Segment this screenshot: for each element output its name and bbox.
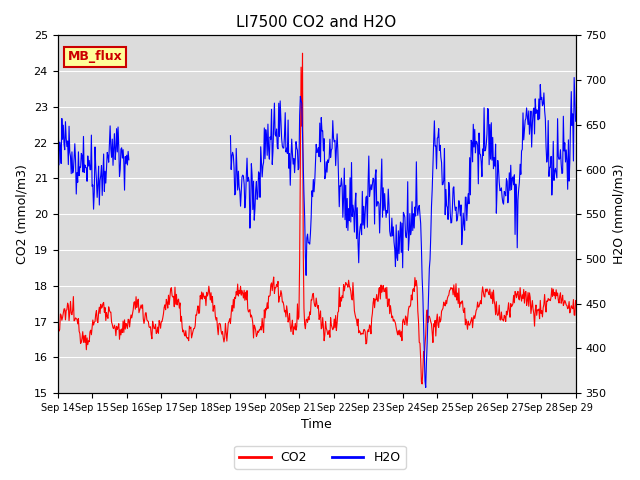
Y-axis label: CO2 (mmol/m3): CO2 (mmol/m3) — [15, 164, 28, 264]
H2O — [54, 168, 61, 174]
Y-axis label: H2O (mmol/m3): H2O (mmol/m3) — [612, 164, 625, 264]
CO2 — [116, 327, 124, 333]
H2O — [396, 251, 403, 256]
Title: LI7500 CO2 and H2O: LI7500 CO2 and H2O — [236, 15, 397, 30]
CO2 — [380, 289, 388, 295]
CO2 — [63, 307, 71, 312]
Line: H2O: H2O — [58, 78, 575, 387]
H2O — [380, 207, 388, 213]
CO2 — [572, 298, 579, 303]
CO2 — [169, 294, 177, 300]
CO2 — [396, 332, 403, 338]
CO2 — [419, 381, 426, 387]
CO2 — [299, 50, 307, 56]
CO2 — [196, 293, 204, 299]
H2O — [572, 119, 579, 124]
X-axis label: Time: Time — [301, 419, 332, 432]
H2O — [63, 144, 71, 149]
Text: MB_flux: MB_flux — [68, 50, 123, 63]
Legend: CO2, H2O: CO2, H2O — [234, 446, 406, 469]
Line: CO2: CO2 — [58, 53, 575, 384]
CO2 — [54, 330, 61, 336]
H2O — [116, 167, 124, 172]
